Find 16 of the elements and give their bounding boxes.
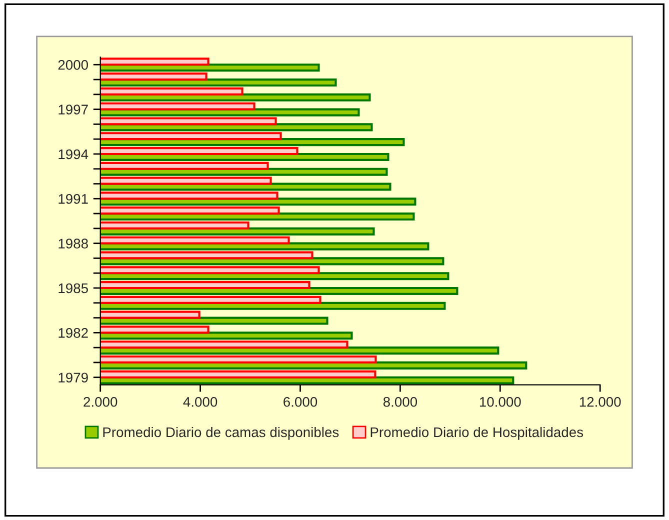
x-tick-label: 2.000 <box>84 396 118 407</box>
legend-label: Promedio Diario de Hospitalidades <box>370 426 584 440</box>
y-tick-label: 1985 <box>58 283 88 294</box>
y-tick-label: 1997 <box>58 104 88 114</box>
legend-label: Promedio Diario de camas disponibles <box>103 426 339 440</box>
x-tick-label: 6.000 <box>284 396 318 407</box>
y-tick-label: 1994 <box>58 149 88 160</box>
y-tick-label: 1991 <box>58 194 88 204</box>
x-tick-label: 4.000 <box>183 396 218 407</box>
y-tick-label: 1979 <box>58 372 88 383</box>
y-tick-label: 1982 <box>58 328 88 338</box>
x-tick-label: 8.000 <box>383 396 418 407</box>
y-tick-label: 2000 <box>58 60 88 70</box>
x-tick-label: 10.000 <box>480 396 521 407</box>
x-tick-label: 12.000 <box>580 396 621 407</box>
y-tick-label: 1988 <box>58 238 88 249</box>
